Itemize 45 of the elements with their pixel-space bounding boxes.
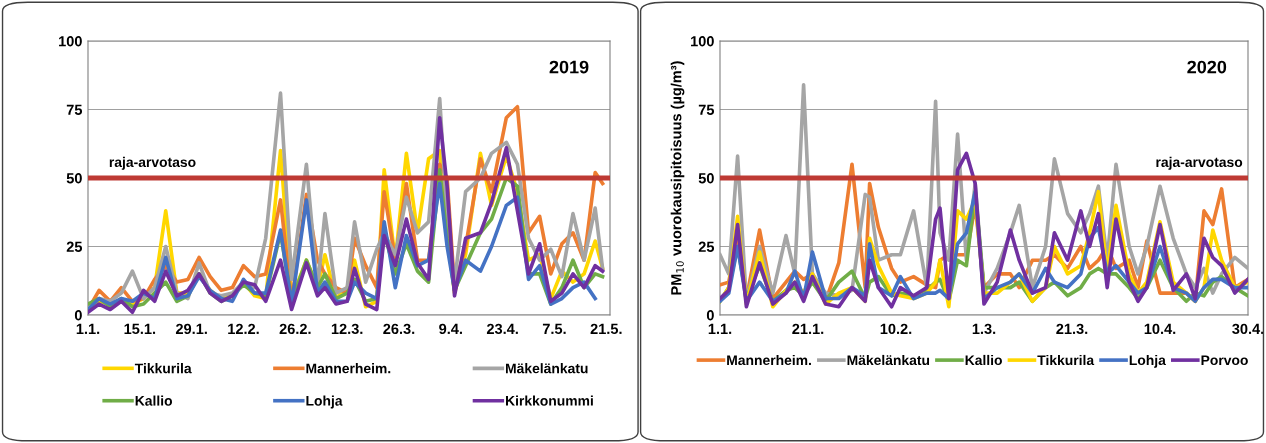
x-tick-label: 29.1. bbox=[175, 323, 207, 335]
x-tick-label: 7.5. bbox=[542, 323, 566, 335]
legend-label: Tikkurila bbox=[134, 363, 192, 374]
legend-label: Porvoo bbox=[1201, 355, 1248, 366]
x-tick-label: 26.2. bbox=[279, 323, 311, 335]
legend-label: Mäkelänkatu bbox=[847, 354, 930, 366]
legend-label: Lohja bbox=[1129, 354, 1166, 368]
x-tick-label: 10.2. bbox=[880, 323, 912, 335]
y-tick-label: 0 bbox=[74, 310, 82, 321]
x-tick-label: 26.3. bbox=[383, 323, 415, 335]
x-tick-label: 1.3. bbox=[972, 323, 996, 335]
x-tick-label: 12.2. bbox=[228, 323, 259, 334]
y-axis-title: PM$_{10}$ vuorokausipitoisuus (µg/m³) bbox=[670, 61, 685, 295]
legend-label: Tikkurila bbox=[1037, 354, 1095, 366]
legend-label: Mannerheim. bbox=[727, 354, 811, 366]
ref-line-label: raja-arvotaso bbox=[1156, 156, 1243, 170]
legend-label: Kallio bbox=[965, 354, 1002, 366]
x-tick-label: 30.4. bbox=[1232, 323, 1264, 335]
y-tick-label: 50 bbox=[698, 173, 714, 184]
y-tick-label: 100 bbox=[59, 36, 82, 47]
y-tick-label: 0 bbox=[706, 310, 714, 321]
x-tick-label: 21.5. bbox=[590, 323, 622, 335]
y-tick-label: 25 bbox=[66, 241, 83, 252]
y-tick-label: 25 bbox=[698, 241, 715, 252]
y-tick-label: 50 bbox=[66, 173, 82, 184]
x-tick-label: 23.4. bbox=[486, 323, 518, 335]
x-tick-label: 21.3. bbox=[1056, 323, 1088, 335]
y-tick-label: 75 bbox=[66, 104, 83, 115]
legend-label: Mäkelänkatu bbox=[505, 363, 588, 374]
ref-line-label: raja-arvotaso bbox=[109, 156, 196, 170]
x-tick-label: 1.1. bbox=[76, 323, 100, 334]
y-tick-label: 75 bbox=[698, 104, 715, 115]
x-tick-label: 12.3. bbox=[331, 323, 363, 335]
x-tick-label: 9.4. bbox=[439, 323, 462, 335]
x-tick-label: 21.1. bbox=[792, 323, 824, 334]
text: 2020 bbox=[1187, 60, 1227, 74]
y-tick-label: 100 bbox=[691, 36, 714, 47]
legend-label: Lohja bbox=[306, 395, 343, 409]
legend-label: Kirkkonummi bbox=[505, 395, 593, 406]
legend-label: Mannerheim. bbox=[306, 363, 391, 374]
x-tick-label: 15.1. bbox=[124, 323, 156, 335]
x-tick-label: 10.4. bbox=[1144, 323, 1176, 335]
text: 2019 bbox=[549, 60, 589, 74]
x-tick-label: 1.1. bbox=[708, 323, 732, 334]
legend-label: Kallio bbox=[135, 395, 173, 406]
